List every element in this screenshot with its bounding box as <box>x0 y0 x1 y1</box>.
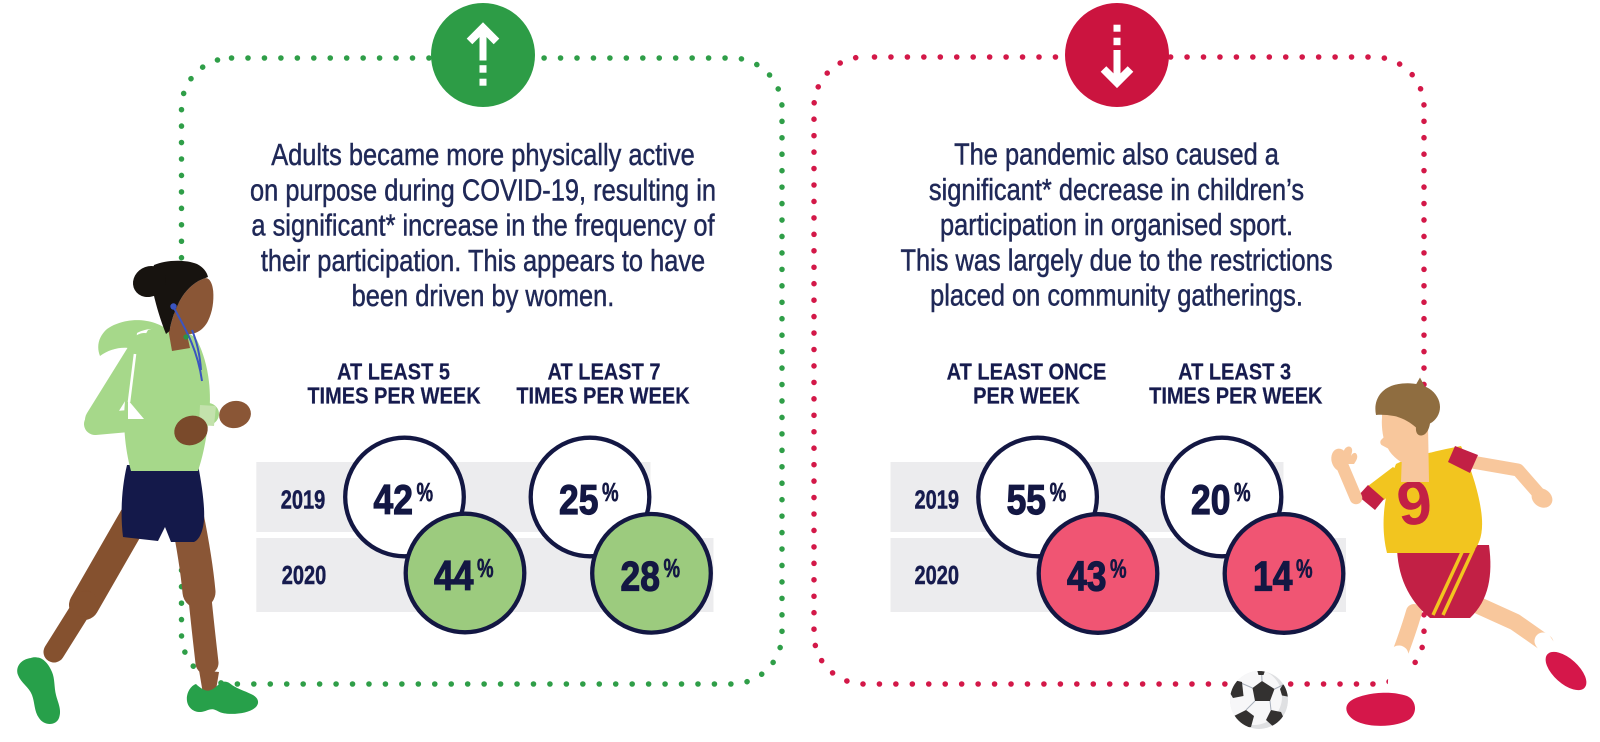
svg-text:TIMES PER WEEK: TIMES PER WEEK <box>307 382 481 409</box>
svg-text:significant* decrease in child: significant* decrease in children’s <box>929 172 1304 207</box>
svg-text:%: % <box>1050 479 1067 507</box>
svg-text:44: 44 <box>434 553 474 599</box>
svg-text:%: % <box>602 479 619 507</box>
svg-text:%: % <box>1234 479 1251 507</box>
svg-text:%: % <box>477 555 494 583</box>
svg-text:placed on community gatherings: placed on community gatherings. <box>930 278 1303 313</box>
svg-text:28: 28 <box>621 554 660 600</box>
svg-text:2019: 2019 <box>914 485 959 514</box>
svg-text:55: 55 <box>1007 477 1046 523</box>
svg-text:AT LEAST ONCE: AT LEAST ONCE <box>947 358 1107 385</box>
svg-text:participation in organised spo: participation in organised sport. <box>940 208 1293 243</box>
svg-text:Adults became more physically: Adults became more physically active <box>271 138 695 173</box>
svg-text:2020: 2020 <box>914 561 959 590</box>
svg-text:AT LEAST 3: AT LEAST 3 <box>1178 358 1291 385</box>
svg-text:PER WEEK: PER WEEK <box>973 382 1080 409</box>
svg-text:%: % <box>1110 555 1127 583</box>
svg-text:TIMES PER WEEK: TIMES PER WEEK <box>516 382 690 409</box>
svg-text:This was largely due to the re: This was largely due to the restrictions <box>900 243 1332 278</box>
svg-text:TIMES PER WEEK: TIMES PER WEEK <box>1149 382 1323 409</box>
svg-text:%: % <box>664 555 681 583</box>
svg-text:2020: 2020 <box>282 561 327 590</box>
svg-text:25: 25 <box>559 477 598 523</box>
svg-text:AT LEAST 5: AT LEAST 5 <box>337 358 450 385</box>
svg-text:been driven by women.: been driven by women. <box>352 279 615 314</box>
svg-text:43: 43 <box>1067 554 1106 600</box>
svg-text:AT LEAST 7: AT LEAST 7 <box>548 358 661 385</box>
svg-text:42: 42 <box>374 477 413 523</box>
svg-text:%: % <box>417 479 434 507</box>
svg-text:%: % <box>1296 555 1313 583</box>
svg-text:2019: 2019 <box>281 485 326 514</box>
svg-text:20: 20 <box>1191 477 1230 523</box>
svg-text:a significant* increase in the: a significant* increase in the frequency… <box>251 208 714 243</box>
svg-text:The pandemic also caused a: The pandemic also caused a <box>954 137 1279 172</box>
svg-text:14: 14 <box>1253 554 1293 600</box>
svg-text:on purpose during COVID-19, re: on purpose during COVID-19, resulting in <box>250 173 716 208</box>
svg-text:their participation. This appe: their participation. This appears to hav… <box>261 244 705 279</box>
